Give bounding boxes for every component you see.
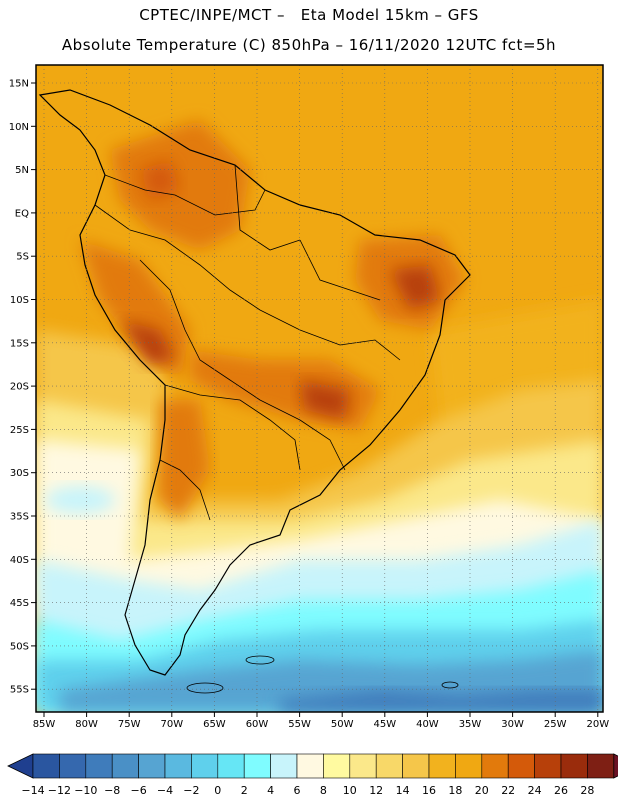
colorbar-label: −2 [183,784,199,797]
border-lines [104,174,266,216]
lon-label-40W: 40W [416,719,439,730]
colorbar-swatch [138,753,166,779]
title-line-1: CPTEC/INPE/MCT – Eta Model 15km – GFS [139,6,479,24]
colorbar-label: −10 [74,784,97,797]
lat-label-30S: 30S [10,468,29,479]
colorbar-label: 0 [214,784,221,797]
title-line-2: Absolute Temperature (C) 850hPa – 16/11/… [61,36,557,54]
lat-label-10N: 10N [9,122,29,133]
colorbar-swatch [402,753,430,779]
latitude-labels: 15N 10N 5N EQ 5S 10S 15S 20S 25S 30S 35S 40S 45S 50S 5… [9,79,36,696]
lon-label-35W: 35W [459,719,482,730]
lon-label-85W: 85W [33,719,56,730]
lat-label-35S: 35S [10,512,29,523]
colorbar-label: 14 [396,784,410,797]
colorbar-swatch [455,753,483,779]
colorbar-swatch [85,753,113,779]
lat-label-45S: 45S [10,598,29,609]
colorbar-label: 16 [422,784,436,797]
colorbar-label: 10 [343,784,357,797]
colorbar-label: −14 [21,784,44,797]
lon-label-70W: 70W [160,719,183,730]
lon-label-25W: 25W [544,719,567,730]
colorbar-label: −6 [130,784,146,797]
colorbar-swatch [587,753,615,779]
colorbar-swatch [243,753,271,779]
colorbar-label: −4 [157,784,173,797]
lat-label-15N: 15N [9,79,29,90]
lat-label-20S: 20S [10,382,29,393]
lon-label-20W: 20W [586,719,609,730]
colorbar-labels: −14 −12 −10 −8 −6 −4 −2 0 2 4 6 8 10 12 14 16 18 20 22 24 26… [21,784,594,797]
colorbar-swatch [428,753,456,779]
colorbar-label: 12 [369,784,383,797]
colorbar-swatch [191,753,219,779]
lon-label-65W: 65W [203,719,226,730]
colorbar-swatch [111,753,139,779]
colorbar-label: 6 [294,784,301,797]
colorbar-label: 28 [580,784,594,797]
colorbar-label: 8 [320,784,327,797]
colorbar-label: 26 [554,784,568,797]
colorbar-swatch [270,753,298,779]
colorbar-swatch [32,753,60,779]
lon-label-60W: 60W [246,719,269,730]
lon-label-50W: 50W [331,719,354,730]
lat-label-55S: 55S [10,685,29,696]
lat-label-10S: 10S [10,295,29,306]
colorbar-label: 22 [501,784,515,797]
colorbar-swatch [296,753,324,779]
colorbar-label: 18 [448,784,462,797]
colorbar-swatch [59,753,87,779]
colorbar-left-arrow [7,753,34,779]
colorbar-swatch [375,753,403,779]
lat-label-40S: 40S [10,555,29,566]
colorbar-label: 4 [267,784,274,797]
lon-label-45W: 45W [373,719,396,730]
map-frame [35,64,604,713]
colorbar-label: −8 [104,784,120,797]
coastline [38,89,471,676]
colorbar-right-arrow [613,753,618,779]
lat-label-15S: 15S [10,338,29,349]
lon-label-55W: 55W [288,719,311,730]
colorbar-swatch [560,753,588,779]
temperature-field [36,65,603,712]
lon-label-75W: 75W [118,719,141,730]
longitude-labels: 85W 80W 75W 70W 65W 60W 55W 50W 45W 40W 35W 30W 25W 2… [33,712,609,730]
lat-label-EQ: EQ [15,208,29,219]
colorbar-swatch [349,753,377,779]
colorbar: −14 −12 −10 −8 −6 −4 −2 0 2 4 6 8 10 12 14 16 18 20 22 24 26… [7,753,618,797]
lon-label-80W: 80W [75,719,98,730]
lat-label-5S: 5S [16,252,29,263]
colorbar-label: 2 [241,784,248,797]
colorbar-swatch [481,753,509,779]
lat-label-50S: 50S [10,641,29,652]
lon-label-30W: 30W [501,719,524,730]
colorbar-swatch [323,753,351,779]
colorbar-swatches [7,753,618,779]
colorbar-swatch [217,753,245,779]
lat-lon-grid [36,65,603,712]
lat-label-25S: 25S [10,425,29,436]
colorbar-swatch [507,753,535,779]
lat-label-5N: 5N [15,165,29,176]
colorbar-label: −12 [48,784,71,797]
colorbar-label: 20 [475,784,489,797]
colorbar-swatch [534,753,562,779]
temperature-map: 15N 10N 5N EQ 5S 10S 15S 20S 25S 30S 35S 40S 45S 50S 5… [9,64,609,730]
colorbar-label: 24 [528,784,542,797]
colorbar-swatch [164,753,192,779]
